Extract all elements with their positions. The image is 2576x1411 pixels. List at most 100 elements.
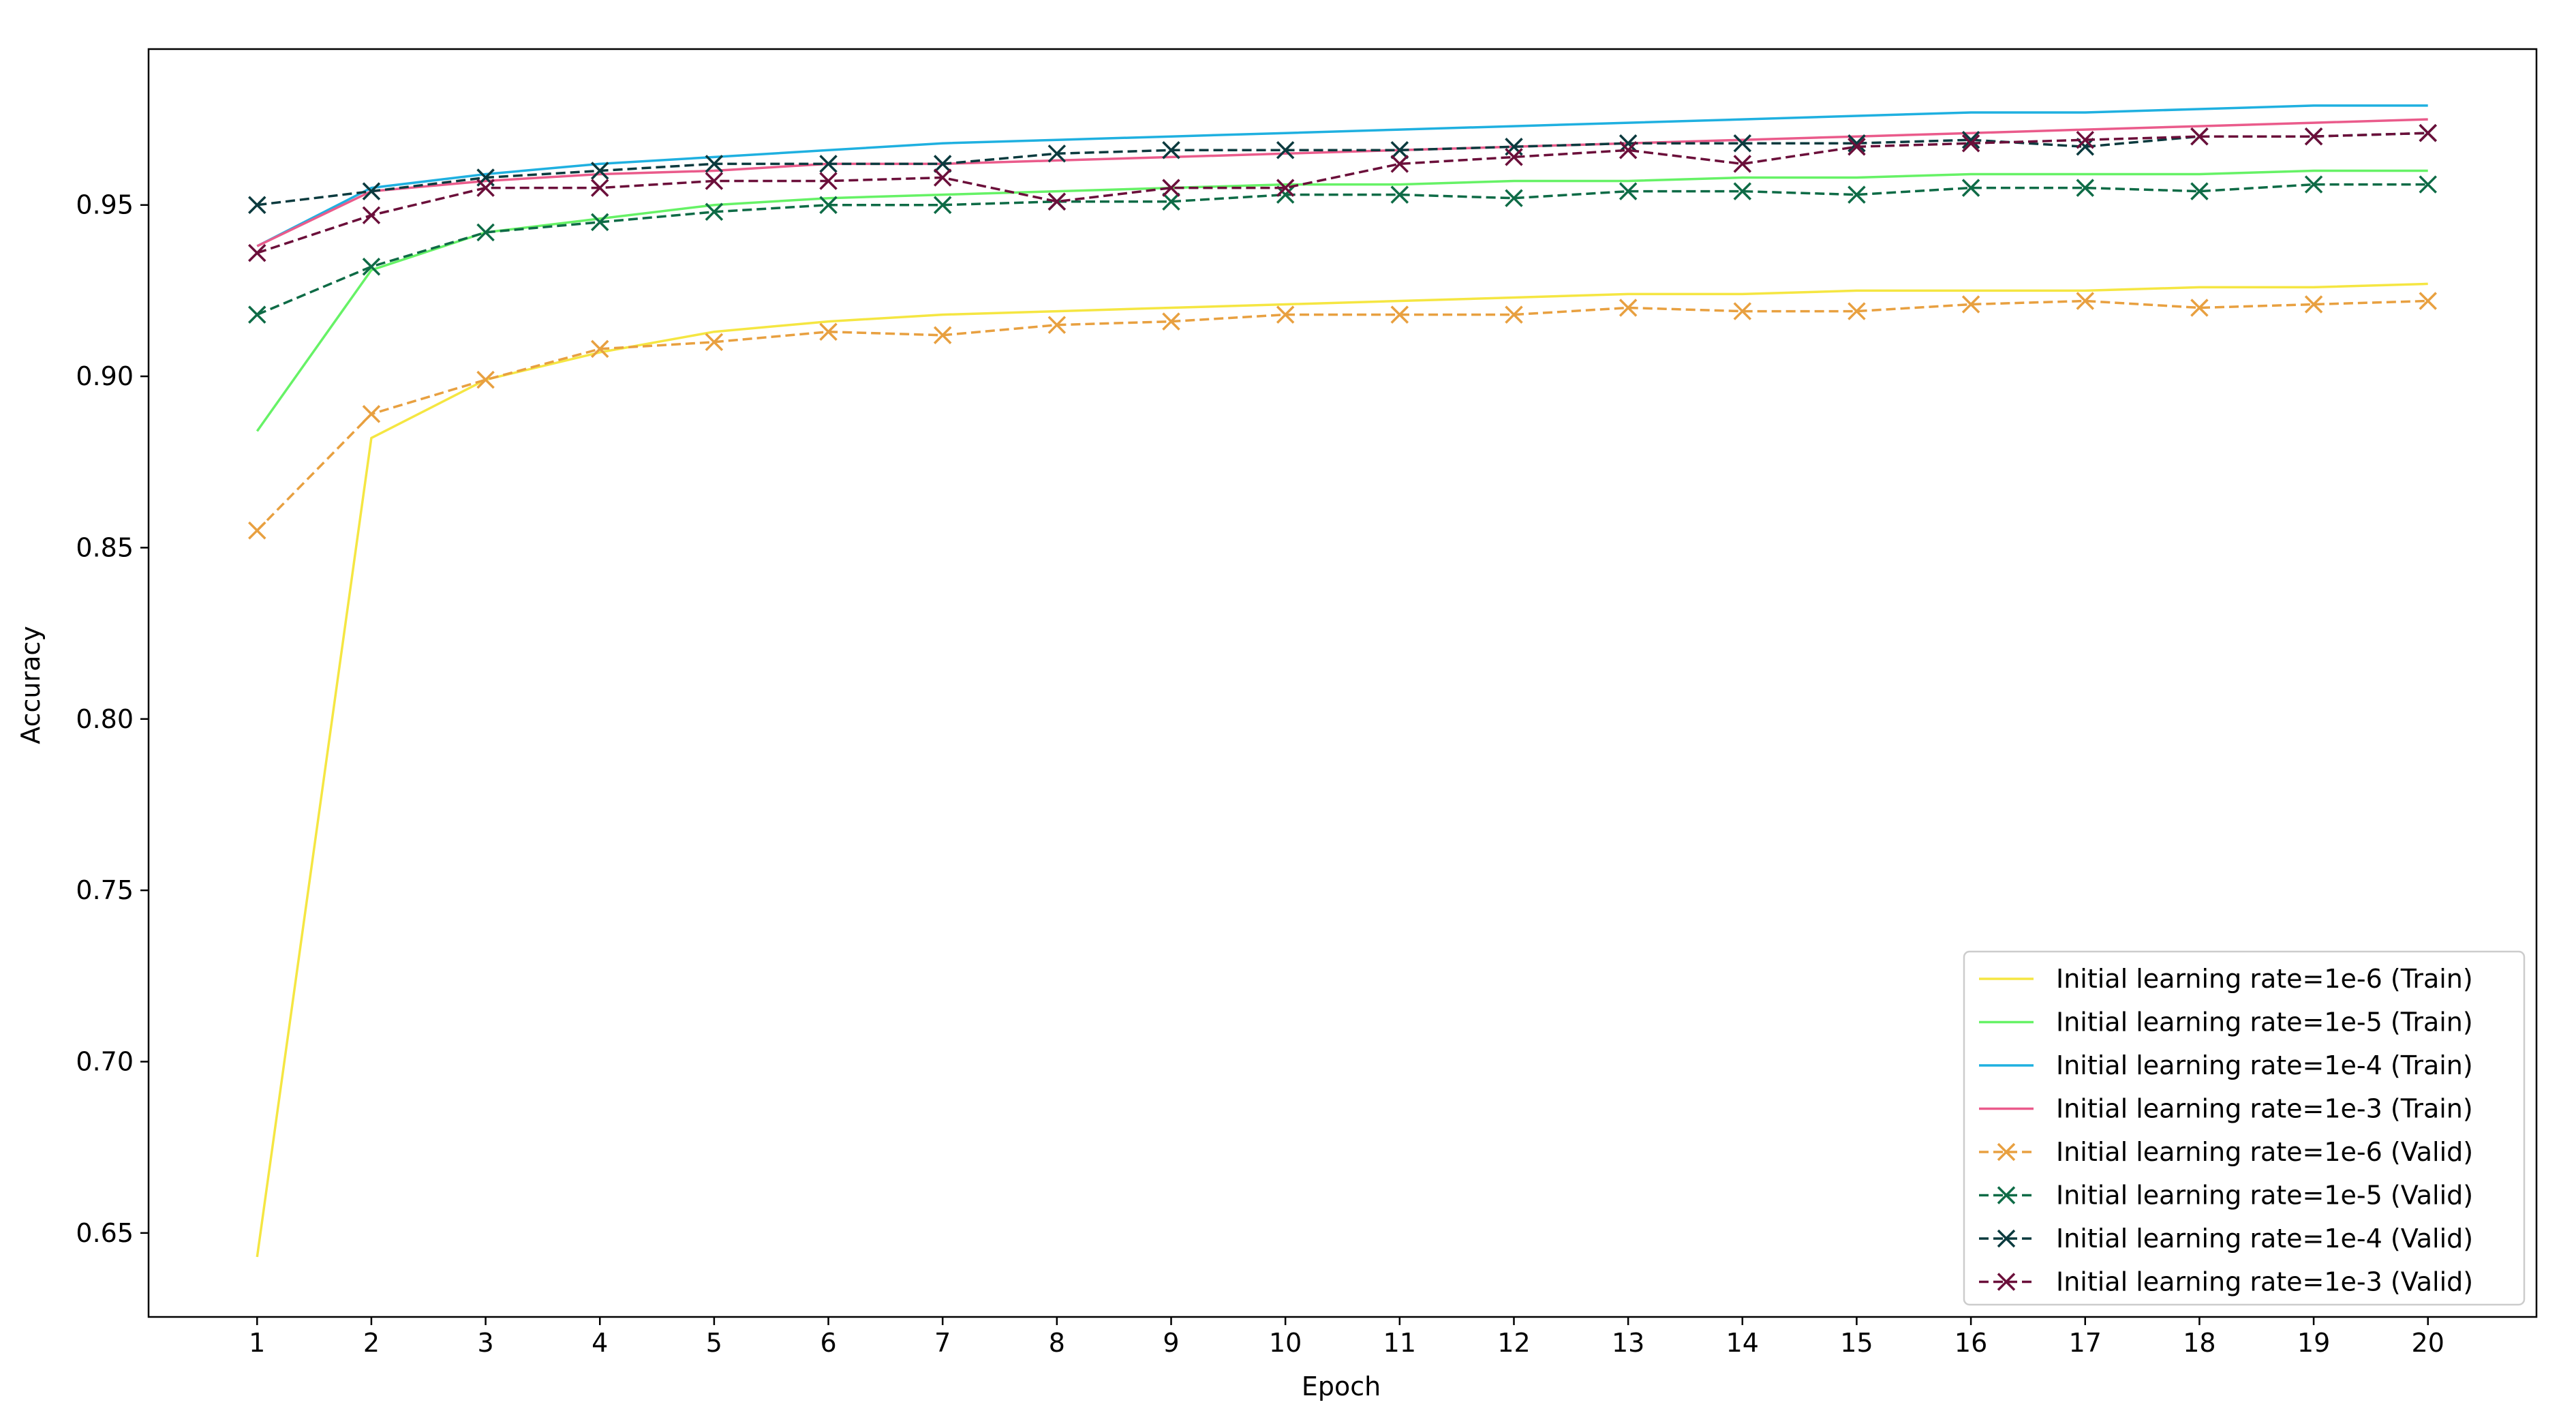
legend-label: Initial learning rate=1e-5 (Train) bbox=[2056, 1007, 2473, 1037]
series-line bbox=[257, 132, 2428, 207]
data-point-marker bbox=[933, 196, 952, 214]
x-tick-label: 19 bbox=[2297, 1328, 2330, 1358]
data-point-marker bbox=[1162, 179, 1180, 197]
series-line bbox=[256, 118, 2428, 247]
data-point-marker bbox=[2076, 179, 2094, 197]
x-tick-label: 1 bbox=[249, 1328, 265, 1358]
x-tick-label: 2 bbox=[363, 1328, 380, 1358]
data-point-marker bbox=[1961, 134, 1980, 153]
x-tick-label: 20 bbox=[2412, 1328, 2444, 1358]
x-tick-label: 16 bbox=[1954, 1328, 1987, 1358]
legend: Initial learning rate=1e-6 (Train) Initia… bbox=[1963, 950, 2526, 1306]
series-8 bbox=[248, 123, 2437, 262]
data-point-marker bbox=[705, 202, 724, 222]
axes: 1 2 3 4 5 6 7 8 9 10 11 12 13 14 15 16 17 18 19 200.650.700… bbox=[76, 48, 2538, 1358]
data-point-marker bbox=[1047, 316, 1067, 334]
data-point-marker bbox=[1047, 192, 1067, 211]
legend-label: Initial learning rate=1e-4 (Train) bbox=[2056, 1050, 2473, 1080]
x-tick-label: 3 bbox=[477, 1328, 493, 1358]
data-point-marker bbox=[1162, 192, 1180, 211]
y-axis-label: Accuracy bbox=[16, 626, 46, 744]
data-point-marker bbox=[819, 196, 838, 214]
legend-entry: Initial learning rate=1e-4 (Valid) bbox=[1979, 1224, 2473, 1254]
y-tick-label: 0.90 bbox=[76, 361, 134, 391]
data-point-marker bbox=[1961, 179, 1980, 197]
series-6 bbox=[248, 175, 2437, 324]
data-point-marker bbox=[2304, 127, 2323, 146]
x-tick-label: 6 bbox=[820, 1328, 836, 1358]
data-point-marker bbox=[1733, 134, 1752, 153]
series-5 bbox=[248, 292, 2437, 540]
data-point-marker bbox=[248, 521, 266, 540]
data-point-marker bbox=[1619, 134, 1638, 153]
data-point-marker bbox=[1390, 185, 1409, 204]
data-point-marker bbox=[1619, 141, 1638, 160]
y-tick-label: 0.70 bbox=[76, 1046, 134, 1076]
legend-entry: Initial learning rate=1e-5 (Train) bbox=[1979, 1007, 2473, 1037]
data-point-marker bbox=[2304, 175, 2323, 194]
x-tick-label: 14 bbox=[1726, 1328, 1759, 1358]
x-tick-label: 17 bbox=[2069, 1328, 2102, 1358]
data-point-marker bbox=[1847, 302, 1866, 320]
x-tick-label: 5 bbox=[706, 1328, 722, 1358]
data-point-marker bbox=[1619, 299, 1638, 317]
x-tick-label: 8 bbox=[1049, 1328, 1065, 1358]
data-point-marker bbox=[362, 405, 381, 423]
series-line bbox=[256, 299, 2428, 532]
data-point-marker bbox=[248, 305, 266, 324]
data-point-marker bbox=[2419, 175, 2437, 194]
data-point-marker bbox=[591, 179, 609, 197]
data-point-marker bbox=[1505, 148, 1523, 166]
axes-frame bbox=[147, 48, 2538, 1318]
data-point-marker bbox=[1505, 305, 1523, 324]
data-point-marker bbox=[819, 322, 838, 341]
series-2 bbox=[256, 169, 2428, 432]
legend-label: Initial learning rate=1e-6 (Valid) bbox=[2056, 1137, 2473, 1167]
legend-label: Initial learning rate=1e-6 (Train) bbox=[2056, 964, 2473, 994]
legend-label: Initial learning rate=1e-4 (Valid) bbox=[2056, 1224, 2473, 1254]
plot-area bbox=[248, 104, 2437, 1258]
data-point-marker bbox=[362, 257, 381, 276]
legend-marker bbox=[1997, 1229, 2016, 1248]
data-point-marker bbox=[1390, 155, 1409, 173]
x-tick-label: 11 bbox=[1383, 1328, 1416, 1358]
data-point-marker bbox=[1733, 155, 1752, 173]
legend-label: Initial learning rate=1e-3 (Valid) bbox=[2056, 1267, 2473, 1297]
data-point-marker bbox=[362, 206, 381, 225]
data-point-marker bbox=[591, 213, 609, 232]
data-point-marker bbox=[1047, 145, 1067, 163]
data-point-marker bbox=[705, 172, 724, 190]
series-3 bbox=[256, 104, 2428, 247]
data-point-marker bbox=[1276, 185, 1295, 204]
data-point-marker bbox=[362, 182, 381, 200]
x-axis-label: Epoch bbox=[1302, 1371, 1381, 1401]
legend-entry: Initial learning rate=1e-3 (Train) bbox=[1979, 1094, 2473, 1124]
data-point-marker bbox=[1390, 305, 1409, 324]
x-tick-label: 9 bbox=[1163, 1328, 1179, 1358]
series-line bbox=[256, 169, 2428, 432]
data-point-marker bbox=[1390, 141, 1409, 160]
legend-marker bbox=[1997, 1273, 2016, 1291]
legend-entry: Initial learning rate=1e-5 (Valid) bbox=[1979, 1181, 2473, 1211]
y-tick-label: 0.85 bbox=[76, 532, 134, 562]
data-point-marker bbox=[705, 155, 724, 173]
data-point-marker bbox=[476, 370, 495, 389]
y-tick-label: 0.75 bbox=[76, 875, 134, 905]
data-point-marker bbox=[2419, 292, 2437, 310]
series-line bbox=[256, 104, 2428, 247]
data-point-marker bbox=[476, 179, 495, 197]
legend-label: Initial learning rate=1e-5 (Valid) bbox=[2056, 1181, 2473, 1211]
data-point-marker bbox=[2076, 138, 2094, 156]
data-point-marker bbox=[1847, 138, 1866, 156]
data-point-marker bbox=[1961, 295, 1980, 314]
x-tick-label: 15 bbox=[1840, 1328, 1873, 1358]
data-point-marker bbox=[2304, 295, 2323, 314]
data-point-marker bbox=[1276, 141, 1295, 160]
legend-label: Initial learning rate=1e-3 (Train) bbox=[2056, 1094, 2473, 1124]
data-point-marker bbox=[2419, 123, 2437, 142]
data-point-marker bbox=[2190, 182, 2209, 200]
data-point-marker bbox=[1276, 179, 1295, 197]
legend-entry: Initial learning rate=1e-6 (Train) bbox=[1979, 964, 2473, 994]
data-point-marker bbox=[933, 168, 952, 187]
